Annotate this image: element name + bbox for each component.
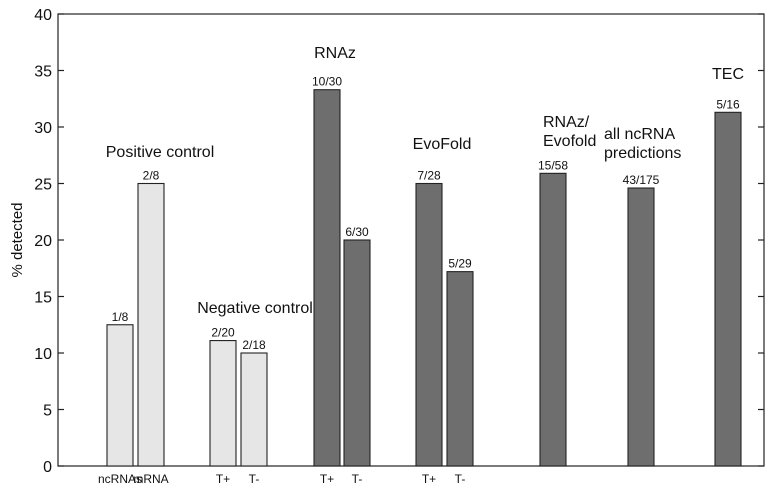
bar bbox=[106, 324, 134, 467]
bar-value-label: 6/30 bbox=[345, 225, 369, 239]
x-tick-label: T+ bbox=[216, 472, 230, 486]
bar-value-label: 5/29 bbox=[448, 257, 472, 271]
y-axis-ticks: 0 5 10 15 20 25 30 35 40 bbox=[34, 7, 764, 476]
x-tick-label: T+ bbox=[320, 472, 334, 486]
x-tick-label: mRNA bbox=[133, 472, 168, 486]
bar-value-label: 1/8 bbox=[112, 310, 129, 324]
y-tick-label: 10 bbox=[34, 346, 52, 363]
group-label: EvoFold bbox=[413, 136, 472, 153]
group-label: all ncRNA predictions bbox=[604, 126, 681, 162]
bar bbox=[313, 89, 341, 467]
x-tick-label: T- bbox=[455, 472, 466, 486]
bar-value-label: 10/30 bbox=[312, 75, 342, 89]
x-tick-label: T- bbox=[352, 472, 363, 486]
x-tick-label: ncRNAs bbox=[98, 472, 142, 486]
bar bbox=[137, 182, 165, 467]
y-tick-label: 15 bbox=[34, 290, 52, 307]
y-tick-label: 35 bbox=[34, 64, 52, 81]
y-axis-label: % detected bbox=[9, 202, 26, 277]
group-label: Positive control bbox=[106, 144, 215, 161]
bar bbox=[446, 271, 474, 467]
group-label: RNAz/Evofold bbox=[543, 114, 596, 150]
bar-value-label: 2/18 bbox=[242, 338, 266, 352]
y-tick-label: 5 bbox=[43, 403, 52, 420]
y-tick-label: 20 bbox=[34, 233, 52, 250]
bar-value-label: 2/20 bbox=[211, 326, 235, 340]
bar-value-labels: 1/8 2/8 2/20 2/18 10/30 6/30 7/28 5/29 15/58 43/1… bbox=[112, 75, 740, 352]
group-labels: Positive control Negative control RNAz EvoF… bbox=[106, 45, 744, 317]
bar bbox=[539, 172, 567, 467]
bar-value-label: 43/175 bbox=[623, 173, 660, 187]
bar bbox=[627, 187, 655, 467]
y-tick-label: 25 bbox=[34, 177, 52, 194]
bar bbox=[209, 340, 237, 467]
bar bbox=[343, 239, 371, 467]
bars bbox=[106, 89, 742, 467]
bar bbox=[240, 352, 268, 467]
bar-value-label: 5/16 bbox=[716, 97, 740, 111]
group-label: Negative control bbox=[197, 300, 313, 317]
bar-value-label: 15/58 bbox=[538, 158, 568, 172]
x-tick-label: T+ bbox=[422, 472, 436, 486]
x-tick-label: T- bbox=[249, 472, 260, 486]
group-label: RNAz bbox=[314, 45, 356, 62]
bar bbox=[714, 111, 742, 467]
bar-value-label: 2/8 bbox=[143, 169, 160, 183]
y-tick-label: 0 bbox=[43, 459, 52, 476]
y-tick-label: 40 bbox=[34, 7, 52, 24]
y-tick-label: 30 bbox=[34, 120, 52, 137]
group-label: TEC bbox=[712, 66, 744, 83]
bar-value-label: 7/28 bbox=[417, 169, 441, 183]
bar bbox=[415, 182, 443, 467]
